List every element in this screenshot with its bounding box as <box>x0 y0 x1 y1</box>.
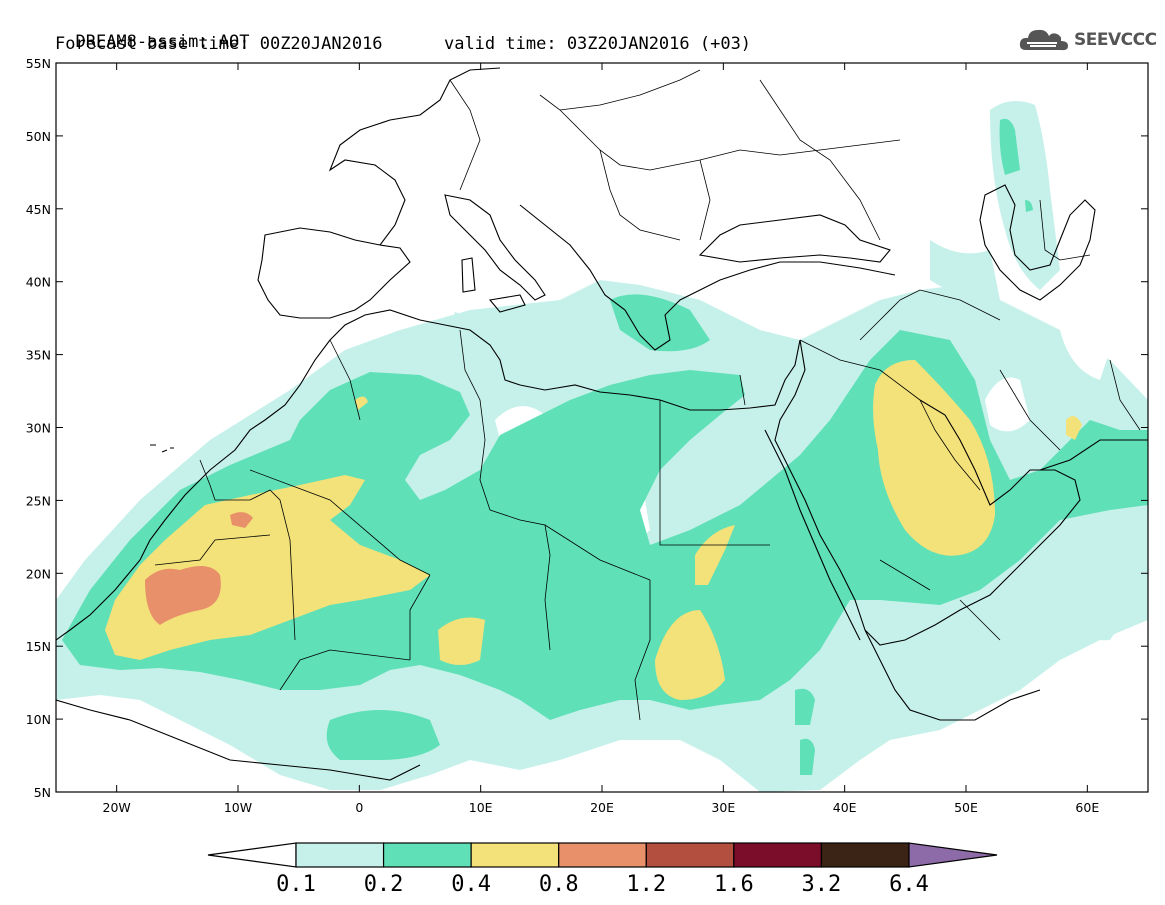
colorbar-label: 6.4 <box>889 872 929 897</box>
lat-tick-label: 50N <box>26 129 51 144</box>
aot-level-0.8 <box>145 512 253 625</box>
axis-tick-labels: 20W 10W 0 10E 20E 30E 40E 50E 60E 55N 50N 45N 40N 35N… <box>26 56 1100 815</box>
colorbar-low-arrow <box>207 842 297 868</box>
map-title: DREAM8-assim: AOT <box>55 12 249 52</box>
colorbar-label: 0.2 <box>363 872 404 897</box>
colorbar-label: 0.4 <box>451 872 492 897</box>
colorbar-label: 1.2 <box>626 872 667 897</box>
colorbar-swatch <box>820 842 910 868</box>
lat-tick-label: 5N <box>34 785 51 800</box>
lon-tick-label: 20E <box>590 800 614 815</box>
lat-tick-label: 25N <box>26 493 51 508</box>
colorbar-label: 3.2 <box>801 872 842 897</box>
lon-tick-label: 10E <box>469 800 493 815</box>
lat-tick-label: 35N <box>26 348 51 363</box>
lon-tick-label: 10W <box>224 800 252 815</box>
colorbar-label: 1.6 <box>713 872 754 897</box>
valid-time-value: 03Z20JAN2016 (+03) <box>566 34 752 54</box>
lon-tick-label: 20W <box>103 800 131 815</box>
title-text: DREAM8-assim: AOT <box>75 32 250 52</box>
colorbar-swatch <box>645 842 735 868</box>
lon-tick-label: 50E <box>954 800 978 815</box>
lon-tick-label: 60E <box>1075 800 1099 815</box>
cloud-icon <box>1019 29 1068 51</box>
colorbar-swatch <box>382 842 472 868</box>
lat-tick-label: 10N <box>26 712 51 727</box>
base-time-value: 00Z20JAN2016 <box>259 34 383 54</box>
colorbar-high-arrow <box>908 842 998 868</box>
aot-level-0.4 <box>105 360 1082 700</box>
lat-tick-label: 15N <box>26 639 51 654</box>
colorbar-swatch <box>733 842 823 868</box>
colorbar-label: 0.1 <box>276 872 316 897</box>
seevccc-logo: SEEVCCC <box>1018 26 1157 54</box>
lat-tick-label: 40N <box>26 275 51 290</box>
colorbar-swatch <box>295 842 385 868</box>
aot-contours <box>56 101 1148 792</box>
forecast-time-line: Forecast base time: 00Z20JAN2016 valid t… <box>55 34 751 54</box>
country-borders <box>154 69 1141 721</box>
logo-text: SEEVCCC <box>1074 30 1157 50</box>
lon-tick-label: 40E <box>833 800 857 815</box>
colorbar-swatch <box>470 842 560 868</box>
colorbar-swatch <box>558 842 647 868</box>
lon-tick-label: 30E <box>711 800 735 815</box>
base-time-label: Forecast base time: <box>55 34 250 54</box>
lat-tick-label: 20N <box>26 566 51 581</box>
lat-tick-label: 55N <box>26 56 51 71</box>
lon-tick-label: 0 <box>355 800 363 815</box>
colorbar <box>207 842 998 868</box>
lat-tick-label: 30N <box>26 421 51 436</box>
axis-ticks <box>56 62 1148 793</box>
colorbar-label: 0.8 <box>538 872 579 897</box>
valid-time-label: valid time: <box>443 34 557 54</box>
lat-tick-label: 45N <box>26 202 51 217</box>
coastlines <box>56 67 1148 781</box>
